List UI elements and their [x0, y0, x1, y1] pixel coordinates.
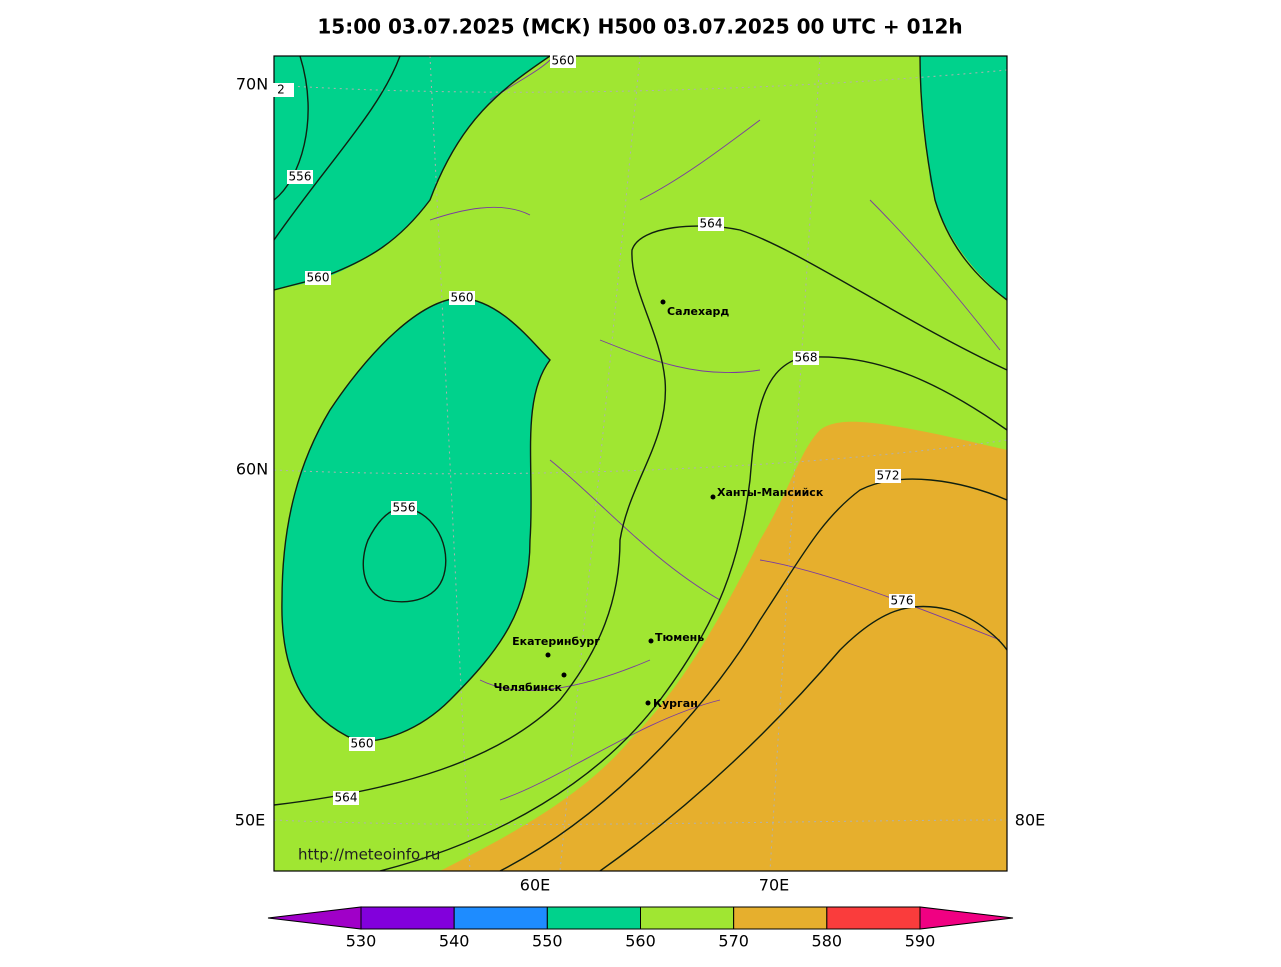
- contour-label-bg: [698, 217, 724, 231]
- city-label: Челябинск: [494, 681, 563, 694]
- url: http://meteoinfo.ru: [298, 846, 440, 864]
- contour: [379, 356, 1007, 871]
- city-label: Ханты-Мансийск: [717, 486, 824, 499]
- lat-label: 60N: [236, 460, 268, 479]
- contour-label: 560: [451, 291, 474, 305]
- colorbar-tick-label: 580: [812, 932, 843, 951]
- colorbar-extend: [267, 906, 362, 930]
- colorbar-segment: [546, 906, 641, 930]
- contour: [919, 56, 1007, 301]
- colorbar: 530 540 550 560 570 580 590: [267, 906, 1014, 951]
- colorbar-segment: [640, 906, 735, 930]
- contour-label: 2: [277, 83, 285, 97]
- borders: [429, 59, 1001, 801]
- contour-label: 560: [307, 271, 330, 285]
- city-label: Салехард: [667, 305, 729, 318]
- contour-label-bg: [889, 594, 915, 608]
- contour-label: 556: [393, 501, 416, 515]
- contour-label: 572: [877, 469, 900, 483]
- city-dot: [561, 672, 567, 678]
- contour-label: 564: [700, 217, 723, 231]
- contour: [274, 56, 551, 291]
- colorbar-tick-label: 530: [346, 932, 377, 951]
- contour-label-bg: [793, 351, 819, 365]
- contour-label-bg: [449, 291, 475, 305]
- colorbar-segment: [360, 906, 455, 930]
- city-label: Екатеринбург: [512, 635, 600, 648]
- map-frame: [273, 55, 1008, 872]
- graticule: [274, 56, 1007, 871]
- colorbar-tick-label: 570: [718, 932, 749, 951]
- colorbar-extend: [919, 906, 1014, 930]
- title: 15:00 03.07.2025 (МСК) H500 03.07.2025 0…: [317, 15, 962, 39]
- lat-label: 70N: [236, 75, 268, 94]
- lon-label: 80E: [1015, 811, 1045, 830]
- city-label: Тюмень: [655, 631, 704, 644]
- field-550-560: [281, 298, 550, 741]
- city-dot: [660, 299, 666, 305]
- colorbar-segment: [826, 906, 921, 930]
- field-550-560: [274, 56, 550, 290]
- lon-label: 70E: [759, 876, 789, 895]
- city-dot: [710, 494, 716, 500]
- colorbar-tick-label: 540: [439, 932, 470, 951]
- contour-label: 576: [891, 594, 914, 608]
- contour-label: 556: [289, 170, 312, 184]
- contour-label-bg: [305, 271, 331, 285]
- colorbar-tick-label: 550: [532, 932, 563, 951]
- contour-label-bg: [550, 54, 576, 68]
- city-dot: [648, 638, 654, 644]
- colorbar-tick-label: 590: [905, 932, 936, 951]
- field-550-560: [920, 56, 1007, 300]
- contour-label-bg: [875, 469, 901, 483]
- map: [274, 56, 1007, 871]
- contour: [362, 507, 447, 603]
- contour: [599, 605, 1007, 871]
- contour: [499, 478, 1007, 871]
- contour-label: 568: [795, 351, 818, 365]
- contour: [274, 56, 401, 241]
- colorbar-tick-label: 560: [625, 932, 656, 951]
- lon-label: 60E: [520, 876, 550, 895]
- city-dot: [545, 652, 551, 658]
- contour: [281, 297, 551, 742]
- field-570-580: [440, 421, 1007, 871]
- contour: [274, 56, 309, 201]
- city-label: Курган: [653, 697, 698, 710]
- contour-label: 564: [335, 791, 358, 805]
- contour: [274, 225, 1007, 806]
- city-dot: [645, 700, 651, 706]
- contour-label-bg: [391, 501, 417, 515]
- colorbar-segment: [733, 906, 828, 930]
- contour-label-bg: [333, 791, 359, 805]
- contour-label-bg: [349, 737, 375, 751]
- lon-label: 50E: [235, 811, 265, 830]
- contour-label-bg: [268, 83, 294, 97]
- contour-label: 560: [552, 54, 575, 68]
- contour-label-bg: [287, 170, 313, 184]
- contour-label: 560: [351, 737, 374, 751]
- colorbar-segment: [453, 906, 548, 930]
